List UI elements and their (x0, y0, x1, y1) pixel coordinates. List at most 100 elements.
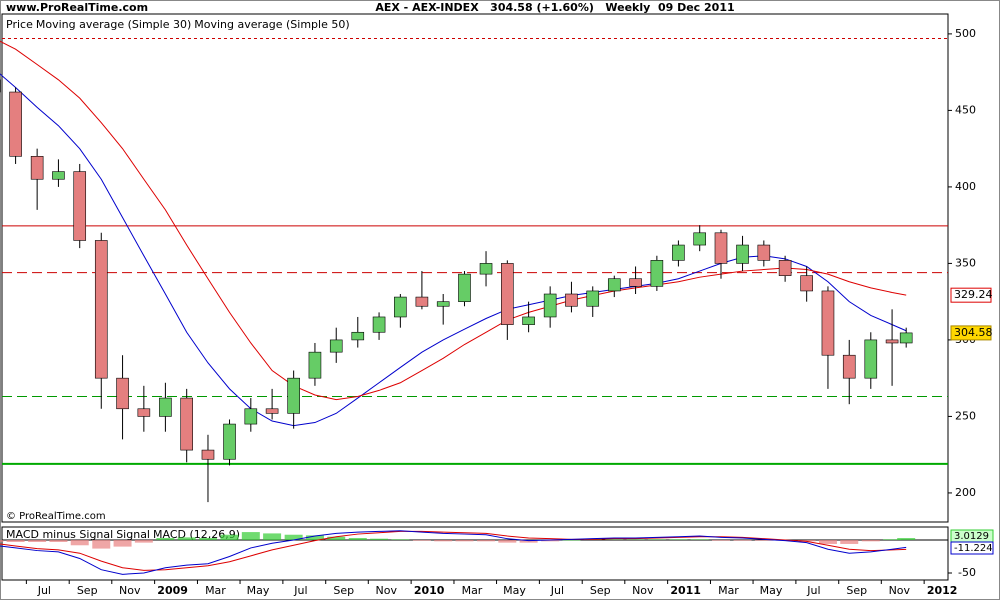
histogram-bar (241, 532, 260, 541)
candle-body (458, 273, 471, 302)
copyright: © ProRealTime.com (6, 511, 106, 522)
macd-line (0, 530, 907, 575)
candle-body (372, 316, 386, 333)
legend-entry: Price (6, 18, 33, 31)
histogram-bar (391, 539, 410, 541)
candle-body (159, 397, 172, 417)
histogram-bar (327, 536, 346, 541)
candle-body (586, 290, 600, 307)
candle-body (9, 91, 22, 157)
x-tick-label: Mar (205, 584, 226, 597)
candle-body (436, 301, 450, 307)
histogram-bar (519, 540, 538, 543)
legend-entry: Signal (116, 528, 150, 541)
legend-entry: Moving average (Simple 30) (36, 18, 191, 31)
histogram-bar (113, 540, 132, 547)
x-tick-label: May (760, 584, 783, 597)
candle-body (351, 331, 365, 341)
candle-body (778, 260, 792, 276)
candle-body (864, 339, 878, 379)
x-tick-label: Jul (806, 584, 820, 597)
candle-body (223, 423, 236, 460)
x-tick-label: 2009 (157, 584, 188, 597)
histogram-bar (455, 540, 474, 542)
candle-body (565, 293, 578, 307)
moving-average (0, 40, 907, 401)
macd-panel (1, 526, 949, 581)
x-tick-label: Jul (37, 584, 51, 597)
legend-entry: Moving average (Simple 50) (194, 18, 349, 31)
chart-title: AEX - AEX-INDEX 304.58 (+1.60%) Weekly 0… (375, 1, 734, 14)
histogram-bar (605, 539, 624, 541)
x-tick-label: Sep (846, 584, 867, 597)
x-tick-label: Nov (632, 584, 654, 597)
x-tick-label: Nov (889, 584, 911, 597)
histogram-bar (134, 540, 153, 543)
x-tick-label: Mar (718, 584, 739, 597)
candle-body (800, 275, 813, 292)
value-box (950, 287, 992, 303)
histogram-bar (412, 540, 431, 541)
candle-body (244, 408, 258, 425)
y-tick-label: 450 (955, 103, 976, 116)
candle-body (94, 240, 108, 379)
y-tick-label: 350 (955, 256, 976, 269)
y-tick-label: -50 (958, 566, 976, 579)
histogram-bar (28, 540, 47, 542)
legend-entry: MACD minus Signal (6, 528, 113, 541)
value-label: -11.224 (954, 543, 993, 554)
histogram-bar (6, 540, 25, 542)
histogram-bar (733, 540, 752, 541)
value-label: 304.58 (954, 326, 993, 339)
x-tick-label: Nov (376, 584, 398, 597)
candle-body (201, 449, 215, 460)
candle-body (885, 339, 899, 344)
histogram-bar (897, 538, 916, 541)
candle-body (116, 377, 129, 410)
candle-body (821, 290, 835, 356)
histogram-bar (370, 538, 389, 541)
histogram-bar (49, 540, 68, 542)
x-tick-label: Nov (119, 584, 141, 597)
histogram-bar (861, 540, 880, 542)
histogram-bar (818, 540, 837, 544)
histogram-bar (797, 540, 816, 542)
histogram-bar (348, 538, 367, 541)
candle-body (501, 263, 514, 325)
candle-body (308, 351, 322, 379)
candle-body (287, 377, 300, 414)
x-tick-label: Sep (77, 584, 98, 597)
x-tick-label: Sep (590, 584, 611, 597)
legend-entry: MACD (12,26,9) (153, 528, 240, 541)
candle-body (30, 156, 44, 180)
x-tick-label: May (503, 584, 526, 597)
value-label: 329.24 (954, 288, 993, 301)
x-tick-label: Jul (550, 584, 564, 597)
histogram-bar (177, 537, 196, 541)
candle-body (479, 263, 493, 275)
histogram-bar (220, 534, 239, 541)
candle-body (543, 293, 557, 318)
candle-body (180, 397, 193, 451)
candle-body (415, 296, 429, 307)
candle-body (650, 260, 664, 287)
histogram-bar (198, 538, 217, 541)
histogram-bar (754, 540, 773, 541)
y-tick-label: 400 (955, 180, 976, 193)
histogram-bar (263, 533, 282, 541)
x-tick-label: Jul (293, 584, 307, 597)
x-tick-label: 2011 (670, 584, 701, 597)
histogram-bar (669, 539, 688, 541)
candle-body (73, 171, 87, 241)
candle-body (522, 316, 535, 325)
y-tick-label: 500 (955, 27, 976, 40)
histogram-bar (711, 540, 730, 541)
histogram-bar (690, 539, 709, 541)
value-label: 3.0129 (954, 531, 989, 542)
candle-body (265, 408, 279, 414)
candle-body (137, 408, 151, 417)
candle-body (394, 296, 407, 318)
histogram-bar (498, 540, 517, 543)
histogram-bar (305, 535, 324, 541)
